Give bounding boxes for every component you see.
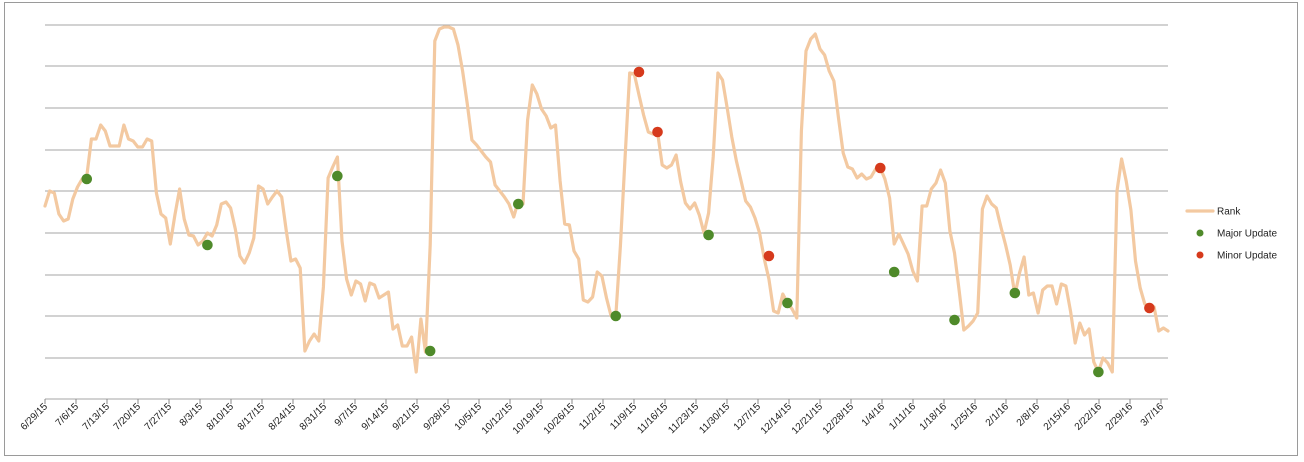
x-tick-label: 1/11/16	[887, 401, 918, 432]
x-tick-label: 9/14/15	[360, 401, 392, 433]
legend: Rank Major Update Minor Update	[1185, 207, 1277, 262]
x-tick-label: 8/3/15	[178, 401, 206, 429]
major-update-marker	[782, 297, 793, 309]
x-tick-label: 3/7/16	[1139, 401, 1167, 429]
x-tick-label: 11/9/15	[608, 401, 639, 432]
x-tick-label: 8/17/15	[236, 401, 268, 433]
major-update-marker	[1093, 366, 1104, 378]
x-tick-label: 11/30/15	[697, 401, 732, 436]
x-tick-label: 7/20/15	[112, 401, 144, 433]
major-update-marker	[949, 314, 960, 326]
x-tick-label: 2/22/16	[1073, 401, 1105, 433]
x-tick-label: 9/7/15	[333, 401, 361, 429]
x-tick-label: 2/1/16	[984, 401, 1012, 429]
x-tick-label: 1/25/16	[949, 401, 981, 433]
minor-update-marker	[633, 66, 645, 78]
x-tick-label: 10/19/15	[511, 401, 547, 437]
rank-line-chart: 6/29/15 7/6/15 7/13/15 7/20/15 7/27/15 8/3/15…	[19, 24, 1277, 437]
minor-update-marker	[763, 250, 775, 262]
major-update-marker	[888, 266, 900, 278]
x-tick-label: 7/13/15	[81, 401, 113, 433]
x-tick-label: 7/27/15	[143, 401, 175, 433]
legend-item-major-update: Major Update	[1196, 229, 1277, 240]
x-tick-label: 2/8/16	[1015, 401, 1043, 429]
major-update-marker	[424, 345, 436, 357]
chart-frame: 6/29/15 7/6/15 7/13/15 7/20/15 7/27/15 8/3/15…	[4, 2, 1298, 456]
legend-label: Major Update	[1217, 229, 1277, 240]
x-tick-label: 6/29/15	[19, 401, 51, 433]
legend-label: Minor Update	[1217, 251, 1277, 262]
x-tick-label: 11/2/15	[577, 401, 608, 432]
major-update-marker	[81, 173, 93, 185]
x-tick-label: 2/29/16	[1104, 401, 1136, 433]
x-tick-label: 2/15/16	[1042, 401, 1074, 433]
x-tick-label: 1/18/16	[918, 401, 950, 433]
x-tick-label: 8/24/15	[267, 401, 299, 433]
major-update-marker	[332, 170, 343, 182]
x-tick-label: 11/23/15	[666, 401, 701, 436]
major-update-marker	[610, 310, 622, 322]
x-tick-label: 9/21/15	[391, 401, 423, 433]
x-tick-label: 8/10/15	[205, 401, 237, 433]
x-tick-label: 11/16/15	[635, 401, 670, 436]
x-axis-ticks: 6/29/15 7/6/15 7/13/15 7/20/15 7/27/15 8/3/15…	[19, 399, 1167, 437]
x-tick-label: 12/21/15	[790, 401, 826, 437]
series-lines	[43, 25, 1170, 374]
x-tick-label: 10/26/15	[542, 401, 578, 437]
x-tick-label: 7/6/15	[54, 401, 82, 429]
rank-series-line	[43, 25, 1170, 374]
major-update-marker	[1009, 287, 1021, 299]
x-tick-label: 8/31/15	[298, 401, 330, 433]
x-tick-label: 10/12/15	[480, 401, 516, 437]
minor-update-marker	[1144, 302, 1155, 314]
x-tick-label: 9/28/15	[422, 401, 454, 433]
legend-label: Rank	[1217, 207, 1241, 218]
x-tick-label: 12/28/15	[821, 401, 857, 437]
legend-item-minor-update: Minor Update	[1196, 251, 1277, 262]
update-markers	[81, 66, 1155, 378]
major-update-marker	[202, 239, 213, 251]
x-tick-label: 12/14/15	[759, 401, 795, 437]
minor-update-marker	[874, 162, 886, 174]
major-update-marker	[513, 198, 524, 210]
legend-swatch	[1196, 251, 1204, 259]
minor-update-marker	[652, 126, 663, 138]
legend-swatch	[1196, 229, 1204, 237]
grid-lines	[45, 24, 1168, 400]
major-update-marker	[703, 229, 714, 241]
x-tick-label: 1/4/16	[860, 401, 888, 429]
legend-item-rank: Rank	[1185, 207, 1241, 218]
